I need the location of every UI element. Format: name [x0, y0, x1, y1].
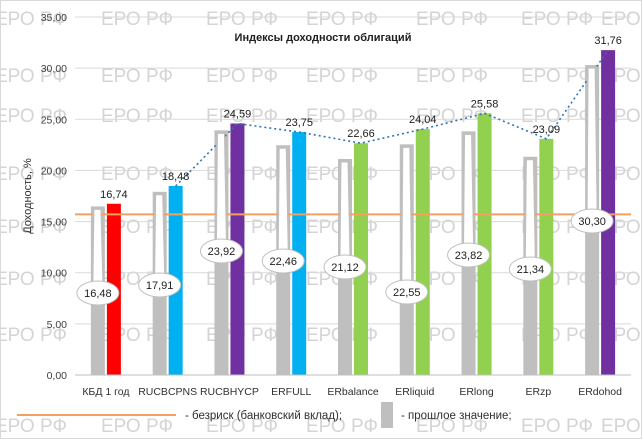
previous-value-label: 23,92 [208, 246, 236, 258]
previous-value-callout [261, 248, 305, 274]
watermark-text: ЕРО РФ [206, 416, 278, 437]
y-tick-label: 20,00 [41, 165, 67, 177]
watermark-text: ЕРО РФ [206, 66, 278, 87]
watermark-text: ЕРО РФ [101, 9, 173, 30]
previous-value-callout-pointer [277, 147, 289, 252]
watermark-text: ЕРО РФ [1, 217, 67, 238]
previous-value-callout-pointer [586, 67, 598, 212]
bar-current [539, 138, 554, 375]
watermark-text: ЕРО РФ [206, 9, 278, 30]
category-label: ERbalance [327, 386, 379, 398]
y-tick-label: 35,00 [41, 12, 67, 24]
previous-value-callout [447, 242, 491, 268]
watermark-text: ЕРО РФ [521, 66, 593, 87]
watermark-text: ЕРО РФ [601, 416, 641, 437]
previous-value-callout [570, 208, 614, 234]
previous-value-callout-pointer [339, 161, 351, 258]
watermark-text: ЕРО РФ [521, 164, 593, 185]
previous-value-callout [76, 280, 120, 306]
watermark-text: ЕРО РФ [1, 164, 67, 185]
y-tick-label: 0,00 [47, 370, 68, 382]
watermark-text: ЕРО РФ [101, 164, 173, 185]
watermark-text: ЕРО РФ [206, 106, 278, 127]
previous-value-callout [199, 238, 243, 264]
bar-current [477, 113, 492, 375]
watermark-text: ЕРО РФ [306, 66, 378, 87]
category-label: RUCBCPNS [138, 386, 197, 398]
category-label: ERliquid [395, 386, 434, 398]
current-value-label: 25,58 [471, 98, 499, 110]
previous-value-callout [385, 279, 429, 305]
y-tick-label: 25,00 [41, 114, 67, 126]
current-value-label: 24,59 [224, 108, 252, 120]
trend-line [175, 49, 609, 187]
current-value-label: 22,66 [347, 128, 375, 140]
chart-title: Индексы доходности облигаций [235, 32, 412, 44]
y-tick-label: 30,00 [41, 63, 67, 75]
legend-box-swatch [381, 402, 393, 428]
watermark-text: ЕРО РФ [306, 9, 378, 30]
previous-value-label: 22,55 [393, 287, 421, 299]
watermark-text: ЕРО РФ [521, 416, 593, 437]
current-value-label: 16,74 [100, 189, 128, 201]
watermark-text: ЕРО РФ [1, 325, 67, 346]
previous-value-callout-pointer [215, 132, 227, 242]
current-value-label: 23,09 [533, 124, 561, 136]
previous-value-callout-pointer [154, 194, 166, 276]
watermark-text: ЕРО РФ [1, 106, 67, 127]
category-label: КБД 1 год [82, 386, 129, 398]
watermark-text: ЕРО РФ [416, 106, 488, 127]
previous-value-label: 16,48 [84, 288, 112, 300]
watermark-text: ЕРО РФ [416, 66, 488, 87]
current-value-label: 18,48 [162, 171, 190, 183]
y-tick-label: 10,00 [41, 268, 67, 280]
y-axis-label: Доходность, % [22, 158, 34, 234]
current-value-label: 31,76 [594, 35, 622, 47]
previous-value-callout-pointer [92, 208, 104, 284]
watermark-text: ЕРО РФ [416, 416, 488, 437]
watermark-text: ЕРО РФ [306, 416, 378, 437]
watermark-text: ЕРО РФ [101, 416, 173, 437]
y-tick-label: 15,00 [41, 217, 67, 229]
bar-current [601, 50, 616, 376]
previous-value-label: 22,46 [269, 256, 297, 268]
previous-value-callout-pointer [463, 133, 475, 246]
previous-value-callout [138, 272, 182, 298]
category-label: ERFULL [271, 386, 311, 398]
watermark-text: ЕРО РФ [521, 106, 593, 127]
current-value-label: 24,04 [409, 114, 437, 126]
previous-value-callout-pointer [401, 146, 413, 283]
previous-value-label: 23,82 [455, 250, 483, 262]
category-label: ERdohod [578, 386, 622, 398]
watermark-text: ЕРО РФ [1, 269, 67, 290]
bar-current [415, 129, 430, 375]
previous-value-callout [323, 254, 367, 280]
watermark-text: ЕРО РФ [521, 325, 593, 346]
legend-label-previous: - прошлое значение; [401, 410, 512, 422]
previous-value-label: 21,34 [517, 264, 545, 276]
previous-value-label: 17,91 [146, 280, 174, 292]
watermark-text: ЕРО РФ [101, 66, 173, 87]
watermark-text: ЕРО РФ [416, 9, 488, 30]
watermark-text: ЕРО РФ [601, 9, 641, 30]
y-tick-label: 5,00 [47, 319, 68, 331]
previous-value-label: 21,12 [331, 262, 359, 274]
watermark-text: ЕРО РФ [521, 9, 593, 30]
category-label: ERlong [459, 386, 494, 398]
category-label: ERzp [525, 386, 551, 398]
watermark-text: ЕРО РФ [1, 9, 67, 30]
watermark-text: ЕРО РФ [101, 106, 173, 127]
watermark-text: ЕРО РФ [1, 66, 67, 87]
legend-label-risk-free: - безриск (банковский вклад); [185, 410, 342, 422]
previous-value-callout [508, 256, 552, 282]
watermark-text: ЕРО РФ [306, 106, 378, 127]
watermark-text: ЕРО РФ [1, 416, 67, 437]
category-label: RUCBHYCP [200, 386, 259, 398]
previous-value-label: 30,30 [578, 216, 606, 228]
current-value-label: 23,75 [285, 117, 313, 129]
previous-value-callout-pointer [524, 159, 536, 260]
